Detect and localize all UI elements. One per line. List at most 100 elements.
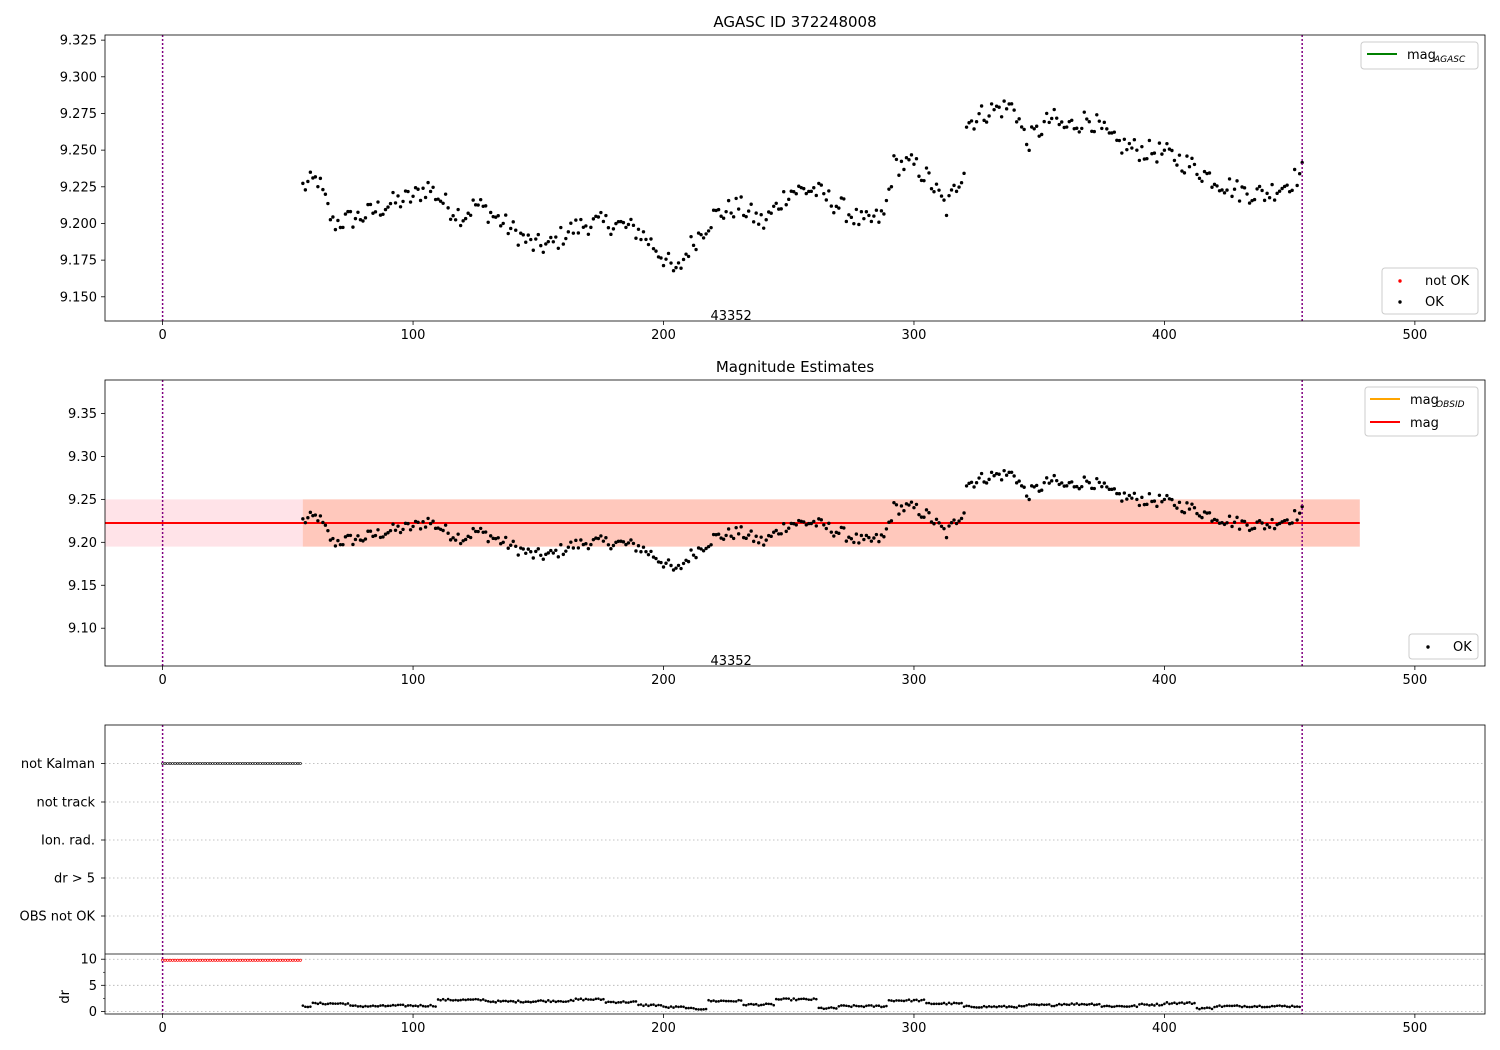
ok-point	[802, 186, 806, 191]
ok-point	[544, 242, 548, 246]
ok-point	[1155, 504, 1159, 509]
ok-point	[308, 170, 313, 174]
ok-point	[574, 538, 578, 543]
ok-point	[609, 546, 613, 551]
ok-point	[361, 539, 365, 543]
ok-point	[1135, 497, 1139, 502]
ok-point	[1197, 176, 1202, 181]
ok-point	[837, 206, 841, 210]
ok-point	[716, 207, 721, 212]
dr-ok-point	[1042, 1003, 1046, 1007]
flag-marker	[188, 762, 192, 765]
dr-ok-point	[326, 1002, 330, 1006]
ok-point	[326, 528, 330, 533]
dr-ok-point	[309, 1005, 312, 1008]
ok-point	[681, 257, 686, 262]
dr-not-ok-marker	[296, 958, 300, 962]
dr-ok-point	[1130, 1004, 1134, 1008]
dr-ok-point	[1220, 1005, 1224, 1009]
ok-point	[1210, 519, 1214, 523]
dr-ok-point	[1118, 1004, 1121, 1008]
dr-ok-point	[614, 1001, 618, 1005]
ok-point	[476, 203, 480, 207]
dr-ok-point	[449, 998, 452, 1002]
dr-ok-point	[481, 998, 485, 1001]
flag-marker	[168, 762, 172, 765]
ok-point	[817, 181, 821, 186]
ok-point	[393, 528, 398, 532]
dr-tick-label: 10	[80, 953, 97, 968]
dr-ok-point	[356, 1005, 360, 1008]
ok-point	[829, 204, 834, 208]
flag-marker	[173, 762, 177, 765]
dr-not-ok-marker	[238, 958, 242, 962]
ok-point	[1252, 526, 1257, 531]
dr-ok-point	[965, 1004, 968, 1008]
ok-point	[746, 209, 751, 213]
ok-point	[769, 211, 773, 215]
ok-point	[446, 206, 450, 210]
dr-ok-point	[456, 999, 460, 1002]
ok-point	[561, 552, 566, 557]
flag-marker	[181, 762, 185, 765]
p1-xtick-label: 300	[902, 328, 927, 343]
ok-point	[398, 530, 403, 535]
ok-point	[892, 500, 896, 505]
dr-ok-point	[902, 999, 906, 1003]
ok-point	[947, 524, 951, 528]
ok-point	[1009, 470, 1014, 474]
dr-ok-point	[406, 1004, 410, 1007]
ok-point	[616, 539, 621, 543]
p2-ytick-label: 9.15	[68, 579, 97, 594]
ok-point	[1227, 514, 1232, 518]
dr-not-ok-marker	[288, 958, 292, 962]
flag-marker	[241, 762, 245, 765]
dr-not-ok-marker	[253, 958, 257, 962]
flag-marker	[226, 762, 230, 765]
ok-point	[559, 225, 563, 230]
ok-point	[388, 201, 393, 206]
dr-ok-point	[1250, 1005, 1254, 1009]
legend-mag-label: mag	[1410, 416, 1439, 431]
dr-not-ok-marker	[281, 958, 285, 962]
ok-point	[704, 546, 708, 551]
dr-ok-point	[619, 1001, 623, 1004]
dr-ok-point	[852, 1003, 856, 1007]
ok-point	[862, 537, 866, 542]
dr-ok-point	[767, 1002, 771, 1006]
dr-ok-point	[404, 1005, 407, 1008]
ok-point	[1039, 132, 1044, 137]
dr-ok-point	[962, 1005, 966, 1008]
dr-ok-point	[1165, 1001, 1169, 1004]
ok-point	[406, 521, 410, 526]
ok-point	[443, 192, 448, 196]
ok-point	[749, 202, 753, 206]
dr-ok-point	[577, 998, 580, 1001]
p3-frame	[104, 724, 1486, 1015]
ok-point	[571, 546, 576, 550]
ok-point	[756, 541, 761, 545]
p3-xtick-label: 100	[401, 1021, 426, 1036]
ok-point	[461, 219, 465, 223]
ok-point	[413, 186, 418, 190]
ok-point	[814, 524, 818, 528]
ok-point	[1187, 507, 1192, 511]
ok-point	[486, 539, 490, 544]
ok-point	[1167, 147, 1172, 151]
ok-point	[1252, 197, 1257, 202]
ok-point	[336, 538, 340, 543]
ok-point	[556, 555, 561, 559]
flag-marker	[196, 762, 200, 765]
ok-point	[1245, 523, 1249, 527]
ok-point	[1257, 184, 1262, 189]
ok-point	[421, 520, 425, 524]
p1-bottom-legend-box	[1381, 267, 1479, 315]
ok-point	[526, 233, 530, 237]
ok-point	[571, 231, 576, 235]
dr-ok-point	[692, 1007, 695, 1010]
ok-point	[396, 524, 400, 528]
flag-marker	[208, 762, 212, 765]
dr-ok-point	[516, 999, 520, 1002]
ok-point	[566, 545, 571, 549]
flag-marker	[278, 762, 282, 765]
